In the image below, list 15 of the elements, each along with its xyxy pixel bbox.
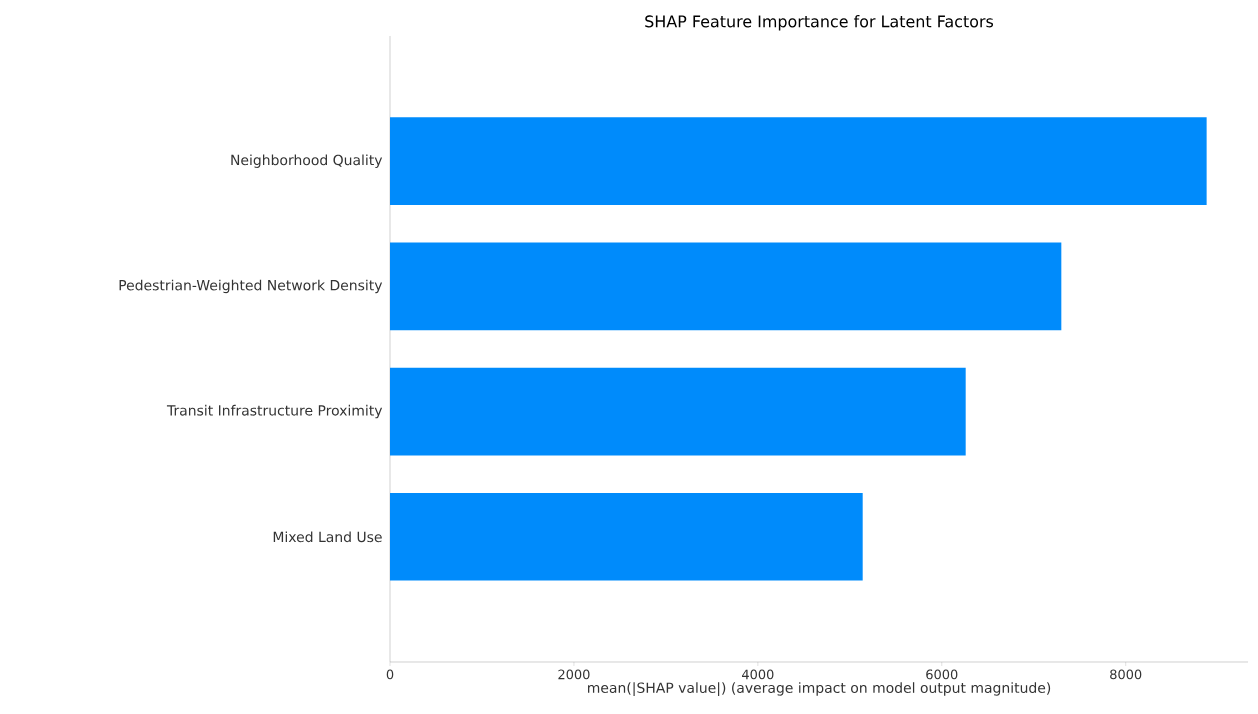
x-tick-label: 6000 bbox=[926, 669, 958, 680]
x-axis-title: mean(|SHAP value|) (average impact on model output magnitude) bbox=[588, 682, 1051, 697]
y-tick-label: Neighborhood Quality bbox=[231, 154, 383, 168]
x-tick-label: 8000 bbox=[1110, 669, 1142, 680]
bar bbox=[390, 492, 863, 581]
bar bbox=[390, 367, 966, 456]
y-tick-label: Transit Infrastructure Proximity bbox=[166, 404, 383, 419]
bar bbox=[390, 242, 1062, 331]
x-tick-label: 0 bbox=[386, 669, 394, 680]
y-tick-label: Mixed Land Use bbox=[273, 531, 382, 543]
x-tick-label: 4000 bbox=[742, 669, 774, 680]
y-tick-label: Pedestrian-Weighted Network Density bbox=[119, 279, 383, 294]
bar bbox=[390, 117, 1207, 206]
chart-title: SHAP Feature Importance for Latent Factors bbox=[645, 15, 994, 31]
x-tick-label: 2000 bbox=[558, 669, 590, 680]
